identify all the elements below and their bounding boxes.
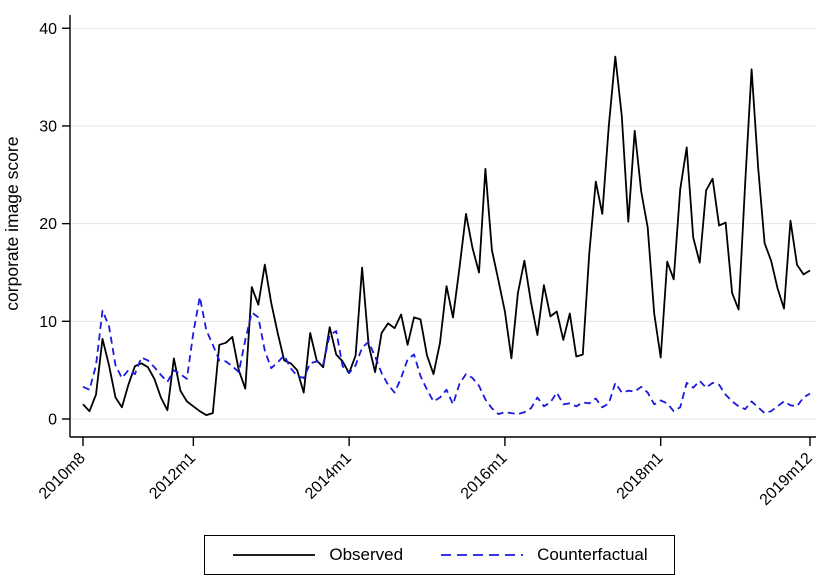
counterfactual-line — [82, 295, 811, 416]
x-tick-label: 2016m1 — [458, 450, 511, 503]
y-tick-label: 30 — [39, 118, 57, 135]
x-tick-label: 2014m1 — [302, 450, 355, 503]
y-tick-label: 20 — [39, 216, 57, 233]
y-tick-label: 10 — [39, 314, 57, 331]
x-tick-label: 2012m1 — [146, 450, 199, 503]
legend-label-counterfactual: Counterfactual — [537, 545, 648, 564]
legend-item-observed: Observed — [231, 545, 403, 565]
observed-line — [82, 55, 811, 417]
y-tick-label: 40 — [39, 21, 57, 38]
x-tick-label: 2010m8 — [36, 450, 89, 503]
observed-line-sample — [233, 554, 316, 556]
x-tick-label: 2019m12 — [757, 450, 816, 509]
x-tick-label: 2018m1 — [614, 450, 667, 503]
legend: Observed Counterfactual — [204, 535, 675, 575]
legend-item-counterfactual: Counterfactual — [439, 545, 648, 565]
y-axis-title: corporate image score — [2, 137, 22, 311]
counterfactual-line-sample — [441, 554, 524, 556]
legend-label-observed: Observed — [329, 545, 404, 564]
y-tick-label: 0 — [48, 412, 57, 429]
